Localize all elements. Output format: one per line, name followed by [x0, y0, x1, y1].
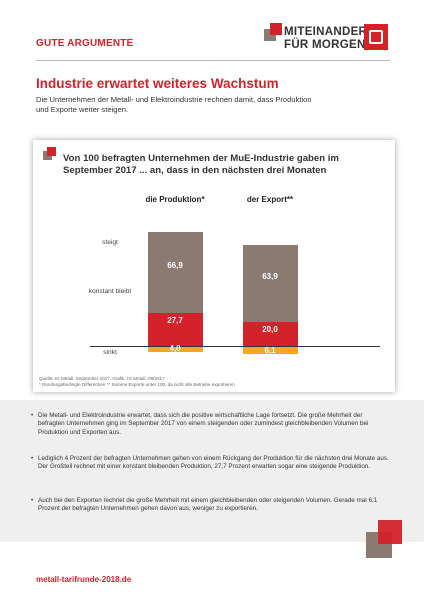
- bar-segment: [147, 347, 203, 352]
- row-label: steigt: [102, 239, 118, 246]
- footer-url: metall-tarifrunde-2018.de: [36, 575, 132, 584]
- bullet-text: Lediglich 4 Prozent der befragten Untern…: [31, 455, 389, 471]
- bullet-dot: •: [31, 455, 34, 462]
- logo-line: MITEINANDER: [284, 26, 368, 38]
- logo-text: MITEINANDER FÜR MORGEN: [284, 26, 367, 52]
- row-label: sinkt: [103, 349, 117, 356]
- bar-segment: [242, 322, 298, 346]
- bullet-text: Die Metall- und Elektroindustrie erwarte…: [31, 412, 369, 436]
- chart-source: Quelle: IG Metall, September 2017, Grafi…: [39, 376, 339, 387]
- chart: Von 100 befragten Unternehmen der MuE-In…: [33, 140, 395, 392]
- footnote-text: * Rundungsbedingte Differenzen ** Summe …: [39, 381, 235, 387]
- bullet-dot: •: [31, 412, 34, 419]
- value-label: 66,9: [167, 260, 183, 270]
- bar-segment: [242, 347, 298, 355]
- section-label: GUTE ARGUMENTE: [36, 38, 134, 49]
- ig-metall-logo: [364, 24, 388, 50]
- chart-icon: [47, 147, 56, 156]
- bullet-text: Auch bei den Exporten rechnet die große …: [31, 497, 378, 513]
- category-label: der Export**: [246, 195, 294, 204]
- page-title: Industrie erwartet weiteres Wachstum: [36, 76, 279, 91]
- category-label: die Produktion*: [145, 195, 205, 204]
- source-text: Quelle: IG Metall, September 2017, Grafi…: [39, 376, 165, 381]
- value-label: 20,0: [262, 325, 278, 334]
- bar-segment: [147, 312, 203, 346]
- intro-text: Die Unternehmen der Metall- und Elektroi…: [36, 95, 312, 114]
- baseline: [90, 346, 380, 347]
- deco-square: [378, 520, 402, 544]
- value-label: 4,0: [169, 344, 181, 354]
- bullet-section: [0, 400, 424, 542]
- value-label: 63,9: [262, 271, 278, 281]
- header-rule: [36, 60, 390, 61]
- value-label: 6,1: [264, 345, 276, 355]
- value-label: 27,7: [167, 315, 183, 325]
- chart-title: Von 100 befragten Unternehmen der MuE-In…: [63, 153, 339, 176]
- logo-line: FÜR MORGEN: [284, 39, 366, 51]
- bullet-dot: •: [31, 497, 34, 504]
- row-label: konstant bleibt: [88, 288, 132, 295]
- bar-segment: [147, 232, 203, 313]
- logo-square: [270, 23, 282, 35]
- bar-segment: [242, 245, 298, 322]
